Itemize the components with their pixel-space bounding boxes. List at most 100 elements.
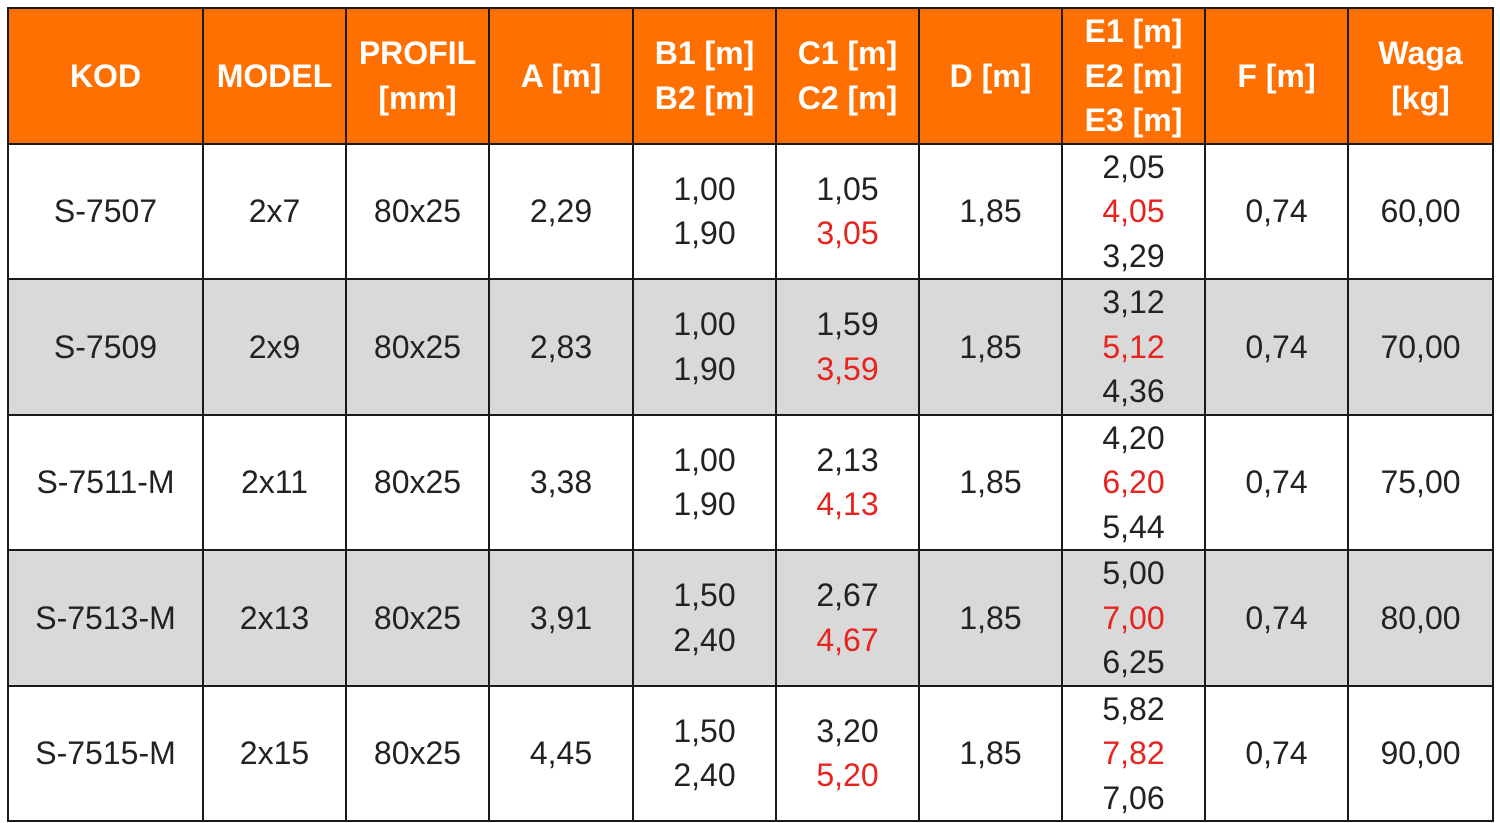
cell-line: 3,59 bbox=[816, 350, 879, 387]
cell-line: 2x15 bbox=[239, 735, 310, 771]
table-cell: S-7511-M bbox=[7, 413, 204, 551]
table-cell: 2,29 bbox=[488, 142, 634, 280]
cell-line: E1 [m] bbox=[1084, 13, 1183, 49]
table-cell: 90,00 bbox=[1347, 684, 1494, 822]
table-cell: S-7507 bbox=[7, 142, 204, 280]
cell-line: 3,29 bbox=[1102, 237, 1165, 274]
cell-line: 4,45 bbox=[529, 735, 593, 771]
table-cell: 5,82 7,82 7,06 bbox=[1061, 684, 1206, 822]
table-cell: 60,00 bbox=[1347, 142, 1494, 280]
table-cell: 80x25 bbox=[345, 549, 490, 687]
cell-line: 1,05 bbox=[816, 170, 879, 207]
table-cell: 1,00 1,90 bbox=[632, 278, 777, 416]
table-cell: S-7513-M bbox=[7, 549, 204, 687]
cell-line: S-7513-M bbox=[35, 599, 176, 636]
header-cell: C1 [m] C2 [m] bbox=[775, 7, 920, 145]
table-row: S-7515-M 2x15 80x25 4,45 1,50 2,40 3,20 5,20 1,8… bbox=[7, 684, 1494, 822]
cell-line: B2 [m] bbox=[654, 79, 755, 116]
cell-line: C2 [m] bbox=[797, 79, 898, 116]
table-cell: 1,05 3,05 bbox=[775, 142, 920, 280]
cell-line: 70,00 bbox=[1380, 328, 1461, 365]
cell-line: 1,00 bbox=[673, 170, 736, 207]
cell-line: PROFIL bbox=[358, 35, 477, 72]
table-cell: 70,00 bbox=[1347, 278, 1494, 416]
header-cell: F [m] bbox=[1204, 7, 1349, 145]
table-cell: 1,59 3,59 bbox=[775, 278, 920, 416]
cell-line: 1,50 bbox=[673, 712, 736, 749]
header-cell: Waga [kg] bbox=[1347, 7, 1494, 145]
table-cell: 1,85 bbox=[918, 142, 1063, 280]
table-cell: 0,74 bbox=[1204, 278, 1349, 416]
cell-line: 4,05 bbox=[1102, 193, 1165, 229]
cell-line: 3,12 bbox=[1102, 284, 1165, 320]
cell-line: 1,85 bbox=[959, 599, 1022, 636]
header-row: KOD MODEL PROFIL [mm] A [m] B1 [m] B2 [m] C1 [m… bbox=[7, 7, 1494, 145]
table-cell: 0,74 bbox=[1204, 684, 1349, 822]
cell-line: 1,90 bbox=[673, 350, 736, 387]
table-cell: 2,67 4,67 bbox=[775, 549, 920, 687]
product-table: KOD MODEL PROFIL [mm] A [m] B1 [m] B2 [m] C1 [m… bbox=[7, 7, 1494, 822]
cell-line: A [m] bbox=[520, 57, 602, 94]
table-cell: 1,50 2,40 bbox=[632, 684, 777, 822]
cell-line: 1,50 bbox=[673, 577, 736, 614]
cell-line: 1,85 bbox=[959, 193, 1022, 229]
table-row: S-7507 2x7 80x25 2,29 1,00 1,90 1,05 3,05 1,85 2,… bbox=[7, 142, 1494, 280]
cell-line: 80x25 bbox=[373, 599, 462, 636]
cell-line: B1 [m] bbox=[654, 35, 755, 72]
table-cell: 1,50 2,40 bbox=[632, 549, 777, 687]
cell-line: 5,00 bbox=[1102, 555, 1165, 591]
cell-line: 6,25 bbox=[1102, 644, 1165, 680]
cell-line: 7,00 bbox=[1102, 599, 1165, 636]
table-cell: 3,12 5,12 4,36 bbox=[1061, 278, 1206, 416]
cell-line: 4,67 bbox=[816, 621, 879, 658]
table-cell: 3,91 bbox=[488, 549, 634, 687]
cell-line: 1,85 bbox=[959, 328, 1022, 365]
cell-line: 7,06 bbox=[1102, 779, 1165, 816]
header-cell: D [m] bbox=[918, 7, 1063, 145]
table-cell: 1,00 1,90 bbox=[632, 413, 777, 551]
cell-line: 2,83 bbox=[529, 328, 593, 365]
cell-line: S-7515-M bbox=[35, 735, 176, 771]
table-cell: 2x9 bbox=[202, 278, 347, 416]
table-cell: 1,85 bbox=[918, 278, 1063, 416]
table-cell: 80,00 bbox=[1347, 549, 1494, 687]
table-row: S-7511-M 2x11 80x25 3,38 1,00 1,90 2,13 4,13 1,8… bbox=[7, 413, 1494, 551]
header-cell: E1 [m] E2 [m] E3 [m] bbox=[1061, 7, 1206, 145]
cell-line: 2x13 bbox=[239, 599, 310, 636]
cell-line: 60,00 bbox=[1380, 193, 1461, 229]
cell-line: 90,00 bbox=[1380, 735, 1461, 771]
table-cell: 4,45 bbox=[488, 684, 634, 822]
table-cell: 80x25 bbox=[345, 684, 490, 822]
table-row: S-7509 2x9 80x25 2,83 1,00 1,90 1,59 3,59 1,85 3,… bbox=[7, 278, 1494, 416]
table-cell: 1,00 1,90 bbox=[632, 142, 777, 280]
cell-line: [kg] bbox=[1391, 79, 1450, 116]
cell-line: 80x25 bbox=[373, 735, 462, 771]
table-row: S-7513-M 2x13 80x25 3,91 1,50 2,40 2,67 4,67 1,8… bbox=[7, 549, 1494, 687]
cell-line: 1,90 bbox=[673, 486, 736, 523]
cell-line: 1,85 bbox=[959, 464, 1022, 500]
cell-line: 80x25 bbox=[373, 328, 462, 365]
cell-line: 1,00 bbox=[673, 306, 736, 343]
cell-line: 2,29 bbox=[529, 193, 593, 229]
table-cell: 2,83 bbox=[488, 278, 634, 416]
cell-line: S-7507 bbox=[53, 193, 158, 229]
header-cell: PROFIL [mm] bbox=[345, 7, 490, 145]
cell-line: 5,82 bbox=[1102, 690, 1165, 727]
cell-line: 0,74 bbox=[1245, 735, 1308, 771]
cell-line: 80x25 bbox=[373, 464, 462, 500]
table-cell: 2x7 bbox=[202, 142, 347, 280]
table-cell: 80x25 bbox=[345, 278, 490, 416]
cell-line: 4,20 bbox=[1102, 419, 1165, 456]
cell-line: 0,74 bbox=[1245, 599, 1308, 636]
cell-line: 7,82 bbox=[1102, 735, 1165, 771]
table-cell: 1,85 bbox=[918, 684, 1063, 822]
cell-line: 3,91 bbox=[529, 599, 593, 636]
cell-line: 2,67 bbox=[816, 577, 879, 614]
cell-line: S-7509 bbox=[53, 328, 158, 365]
cell-line: 4,13 bbox=[816, 486, 879, 523]
header-cell: KOD bbox=[7, 7, 204, 145]
cell-line: 80x25 bbox=[373, 193, 462, 229]
cell-line: [mm] bbox=[378, 79, 457, 116]
table-cell: 2,13 4,13 bbox=[775, 413, 920, 551]
cell-line: 1,90 bbox=[673, 215, 736, 252]
